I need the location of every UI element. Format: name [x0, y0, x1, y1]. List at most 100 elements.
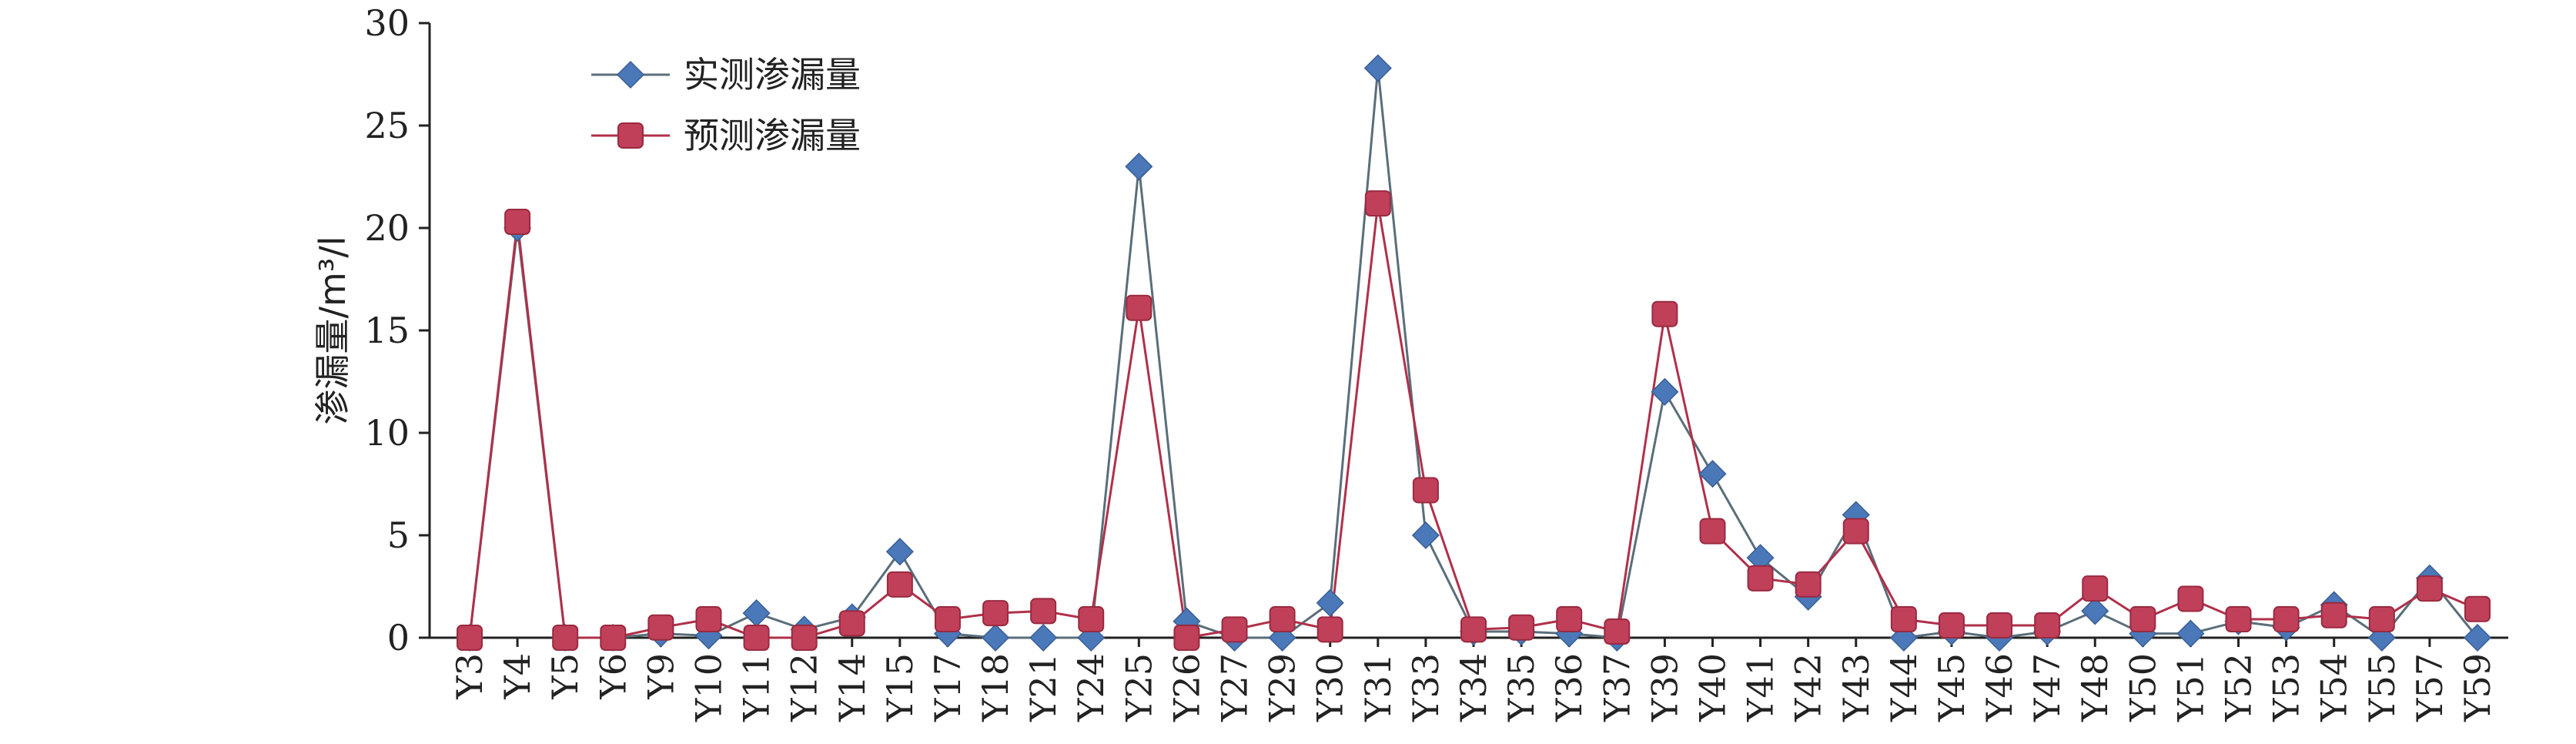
data-point-series-0 — [1698, 460, 1727, 488]
data-point-series-1 — [1890, 606, 1917, 633]
data-point-series-0 — [1125, 152, 1153, 181]
data-point-series-1 — [1221, 616, 1248, 643]
data-point-series-1 — [2368, 606, 2395, 633]
x-tick-label: Y18 — [975, 653, 1016, 722]
data-point-series-1 — [1078, 606, 1105, 633]
x-tick-label: Y55 — [2361, 653, 2403, 722]
data-point-series-1 — [2273, 606, 2300, 633]
series-markers — [455, 54, 2492, 652]
data-point-series-1 — [1699, 518, 1726, 545]
x-tick-label: Y48 — [2074, 653, 2116, 722]
x-tick-label: Y12 — [784, 653, 825, 722]
data-point-series-1 — [2320, 602, 2347, 628]
x-tick-label: Y25 — [1118, 653, 1159, 722]
data-point-series-1 — [1651, 300, 1678, 327]
data-point-series-1 — [1316, 616, 1343, 643]
data-point-series-1 — [1126, 294, 1153, 321]
data-point-series-1 — [1938, 612, 1965, 639]
data-point-series-1 — [1173, 625, 1200, 651]
data-point-series-1 — [1795, 571, 1822, 598]
data-point-series-1 — [838, 610, 865, 637]
data-point-series-1 — [552, 625, 579, 651]
data-point-series-0 — [885, 538, 914, 566]
x-tick-label: Y11 — [736, 653, 778, 722]
x-tick-label: Y31 — [1357, 653, 1399, 722]
data-point-series-1 — [647, 614, 674, 641]
x-tick-label: Y50 — [2122, 653, 2163, 722]
data-point-series-1 — [504, 209, 531, 236]
y-tick-label: 0 — [387, 617, 410, 659]
y-tick-label: 5 — [387, 514, 410, 556]
x-tick-label: Y17 — [927, 653, 969, 722]
data-point-series-1 — [600, 625, 627, 651]
data-point-series-1 — [1508, 614, 1535, 641]
x-tick-label: Y54 — [2313, 653, 2355, 722]
x-tick-label: Y3 — [449, 653, 490, 700]
legend-marker — [617, 122, 644, 149]
x-tick-label: Y5 — [544, 653, 586, 700]
x-tick-label: Y41 — [1740, 653, 1781, 722]
x-tick-label: Y46 — [1979, 653, 2020, 722]
y-tick-label: 20 — [364, 207, 410, 249]
data-point-series-1 — [1412, 477, 1439, 504]
x-tick-label: Y6 — [592, 653, 634, 700]
x-tick-label: Y52 — [2218, 653, 2260, 722]
data-point-series-1 — [982, 600, 1009, 627]
data-point-series-0 — [742, 599, 771, 628]
x-tick-label: Y26 — [1166, 653, 1207, 722]
data-point-series-0 — [981, 623, 1010, 652]
data-point-series-1 — [2082, 575, 2109, 602]
x-tick-label: Y57 — [2409, 653, 2451, 722]
data-point-series-0 — [1363, 54, 1392, 82]
data-point-series-1 — [1747, 565, 1774, 592]
x-tick-label: Y36 — [1548, 653, 1590, 722]
x-tick-label: Y51 — [2170, 653, 2211, 722]
data-point-series-0 — [1411, 521, 1440, 550]
x-tick-label: Y44 — [1883, 653, 1925, 722]
y-tick-label: 10 — [364, 412, 410, 454]
y-tick-label: 15 — [364, 310, 410, 351]
x-tick-label: Y9 — [640, 653, 681, 700]
x-tick-label: Y33 — [1405, 653, 1447, 722]
x-tick-label: Y21 — [1022, 653, 1064, 722]
legend-label: 预测渗漏量 — [684, 115, 861, 156]
data-point-series-0 — [1029, 623, 1058, 652]
data-point-series-0 — [2081, 597, 2109, 625]
x-tick-label: Y24 — [1070, 653, 1112, 722]
y-tick-label: 25 — [364, 105, 410, 146]
data-point-series-0 — [1651, 377, 1679, 406]
data-point-series-1 — [2177, 585, 2204, 612]
data-point-series-0 — [1316, 588, 1344, 617]
x-tick-label: Y42 — [1788, 653, 1829, 722]
data-point-series-1 — [1269, 606, 1296, 633]
data-point-series-1 — [2225, 606, 2252, 633]
data-point-series-1 — [1460, 616, 1487, 643]
x-tick-label: Y15 — [879, 653, 921, 722]
x-tick-label: Y29 — [1262, 653, 1303, 722]
data-point-series-1 — [2034, 612, 2061, 639]
x-tick-label: Y35 — [1500, 653, 1542, 722]
data-point-series-1 — [1030, 598, 1057, 625]
x-tick-label: Y47 — [2026, 653, 2068, 722]
x-tick-label: Y59 — [2457, 653, 2498, 722]
data-point-series-1 — [886, 571, 913, 598]
data-point-series-1 — [2464, 595, 2491, 622]
data-point-series-1 — [2129, 606, 2156, 633]
data-point-series-1 — [791, 625, 818, 651]
data-point-series-1 — [2416, 575, 2443, 602]
series-line-1 — [468, 203, 2478, 639]
data-point-series-0 — [2463, 623, 2492, 652]
x-tick-label: Y45 — [1931, 653, 1972, 722]
legend-label: 实测渗漏量 — [684, 54, 861, 96]
y-axis-label: 渗漏量/m³/l — [312, 236, 353, 424]
data-point-series-1 — [1364, 190, 1391, 217]
x-tick-label: Y30 — [1310, 653, 1351, 722]
data-point-series-1 — [457, 625, 483, 651]
x-tick-label: Y39 — [1644, 653, 1685, 722]
x-tick-label: Y53 — [2266, 653, 2307, 722]
y-tick-label: 30 — [364, 2, 410, 44]
x-tick-label: Y4 — [497, 653, 538, 700]
data-point-series-1 — [743, 625, 770, 651]
